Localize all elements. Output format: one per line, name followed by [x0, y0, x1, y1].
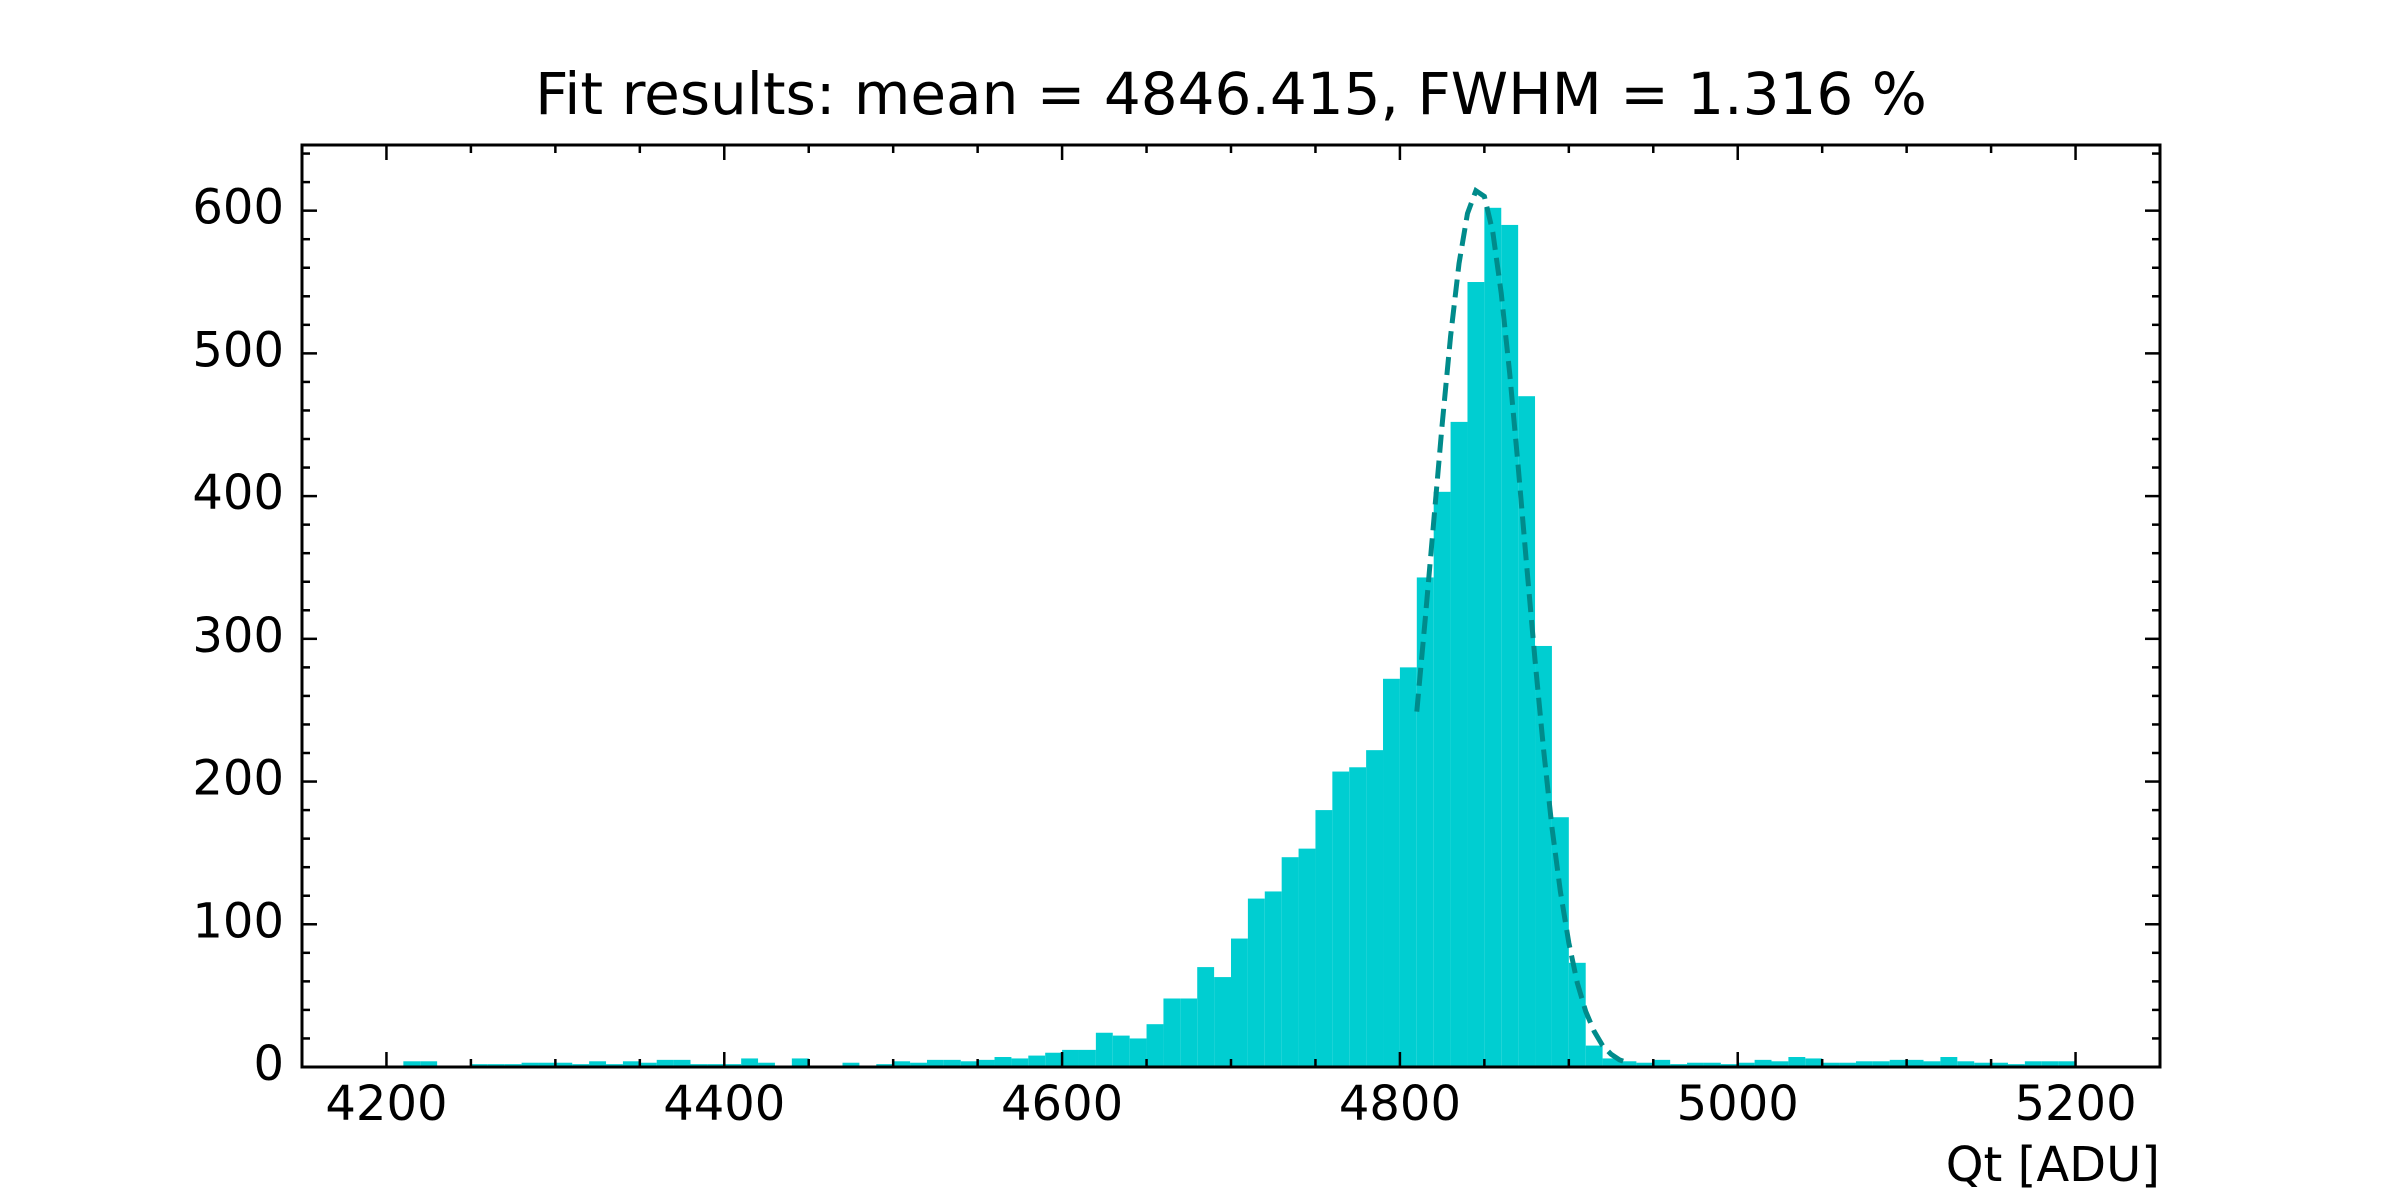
- histogram-bar: [1568, 962, 1586, 1067]
- histogram-bar: [1231, 938, 1248, 1067]
- histogram-bar: [1889, 1059, 1907, 1067]
- histogram-bar: [1349, 767, 1367, 1067]
- histogram-bar: [1788, 1057, 1806, 1067]
- histogram-bar: [1450, 421, 1468, 1067]
- histogram-bar: [1855, 1061, 1873, 1067]
- histogram-bar: [1011, 1058, 1029, 1067]
- histogram-bar: [1754, 1059, 1772, 1067]
- histogram-bar: [910, 1062, 927, 1067]
- histogram-bar: [1180, 998, 1198, 1067]
- plot-frame: [300, 143, 2162, 1069]
- histogram-bar: [2058, 1061, 2076, 1067]
- histogram-bar: [1501, 224, 1519, 1068]
- histogram-bar: [1197, 967, 1215, 1067]
- histogram-bar: [1822, 1062, 1840, 1067]
- histogram-bar: [943, 1059, 961, 1067]
- histogram-bar: [1467, 282, 1485, 1067]
- histogram-bar: [1551, 817, 1569, 1067]
- histogram-bar: [926, 1059, 944, 1067]
- histogram-bar: [842, 1062, 860, 1067]
- histogram-bar: [1281, 857, 1299, 1067]
- histogram-bar: [1315, 810, 1333, 1067]
- histogram-bar: [1636, 1062, 1654, 1067]
- histogram-bar: [420, 1061, 438, 1067]
- histogram-bar: [1619, 1061, 1637, 1067]
- histogram-bar: [893, 1061, 911, 1067]
- x-tick-label: 5200: [2014, 1076, 2136, 1132]
- histogram-bar: [1163, 998, 1181, 1067]
- histogram-bar: [2024, 1061, 2042, 1067]
- y-tick-label: 100: [192, 893, 284, 949]
- histogram-bar: [1247, 898, 1265, 1067]
- histogram-bar: [977, 1059, 995, 1067]
- histogram-bar: [1602, 1058, 1620, 1067]
- histogram-bar: [538, 1062, 556, 1067]
- y-tick-label: 400: [192, 465, 284, 521]
- histogram-bar: [521, 1062, 539, 1067]
- histogram-bar: [1484, 207, 1502, 1067]
- histogram-bar: [1078, 1049, 1096, 1067]
- histogram-bar: [1332, 771, 1350, 1067]
- histogram-bar: [1433, 491, 1451, 1067]
- histogram-bar: [1112, 1035, 1130, 1067]
- histogram-bar: [622, 1061, 640, 1067]
- histogram-bar: [1062, 1049, 1079, 1067]
- histogram-bar: [1585, 1045, 1603, 1067]
- histogram-bar: [1940, 1057, 1958, 1067]
- histogram-bar: [1045, 1052, 1063, 1067]
- x-tick-label: 4200: [325, 1076, 447, 1132]
- histogram-bar: [403, 1061, 421, 1067]
- histogram-bar: [1703, 1062, 1721, 1067]
- histogram-bar: [2041, 1061, 2059, 1067]
- histogram-bar: [1264, 891, 1282, 1067]
- histogram-bar: [1839, 1062, 1856, 1067]
- y-tick-label: 0: [253, 1036, 284, 1092]
- x-tick-label: 5000: [1677, 1076, 1799, 1132]
- histogram-bar: [960, 1061, 978, 1067]
- histogram-bar: [1383, 678, 1400, 1067]
- histogram-bar: [1416, 577, 1434, 1067]
- chart-title: Fit results: mean = 4846.415, FWHM = 1.3…: [535, 60, 1927, 128]
- y-tick-label: 600: [192, 180, 284, 236]
- histogram-bar: [1957, 1061, 1975, 1067]
- histogram-bar: [1095, 1032, 1113, 1067]
- histogram-bar: [1906, 1059, 1924, 1067]
- histogram-bar: [791, 1058, 809, 1067]
- histogram-bar: [1535, 645, 1552, 1067]
- histogram-bar: [1653, 1059, 1671, 1067]
- histogram-bar: [1872, 1061, 1890, 1067]
- y-tick-label: 200: [192, 751, 284, 807]
- histogram-bar: [1991, 1062, 2008, 1067]
- histogram-bar: [1399, 667, 1417, 1067]
- histogram-bar: [555, 1062, 573, 1067]
- histogram-bar: [639, 1062, 657, 1067]
- histogram-bar: [1687, 1062, 1704, 1067]
- histogram-bar: [1737, 1062, 1755, 1067]
- histogram-bar: [673, 1059, 691, 1067]
- x-tick-label: 4800: [1339, 1076, 1461, 1132]
- histogram-bar: [758, 1062, 775, 1067]
- histogram-bar: [1518, 396, 1536, 1067]
- x-tick-label: 4600: [1001, 1076, 1123, 1132]
- y-tick-label: 300: [192, 608, 284, 664]
- x-axis-label: Qt [ADU]: [1946, 1137, 2160, 1193]
- histogram-bar: [994, 1057, 1012, 1067]
- histogram-bar: [1366, 750, 1384, 1067]
- histogram-bar: [1771, 1061, 1789, 1067]
- histogram-bar: [589, 1061, 607, 1067]
- histogram-bar: [1028, 1055, 1046, 1067]
- histogram-bar: [656, 1059, 674, 1067]
- histogram-bar: [1805, 1058, 1823, 1067]
- histogram-bar: [1923, 1061, 1941, 1067]
- y-tick-label: 500: [192, 322, 284, 378]
- histogram-bar: [1146, 1024, 1164, 1067]
- histogram-bar: [1214, 977, 1231, 1067]
- histogram-bar: [1974, 1062, 1992, 1067]
- x-tick-label: 4400: [663, 1076, 785, 1132]
- histogram-bar: [1298, 848, 1316, 1067]
- histogram-bar: [741, 1058, 759, 1067]
- histogram-bar: [1129, 1038, 1147, 1067]
